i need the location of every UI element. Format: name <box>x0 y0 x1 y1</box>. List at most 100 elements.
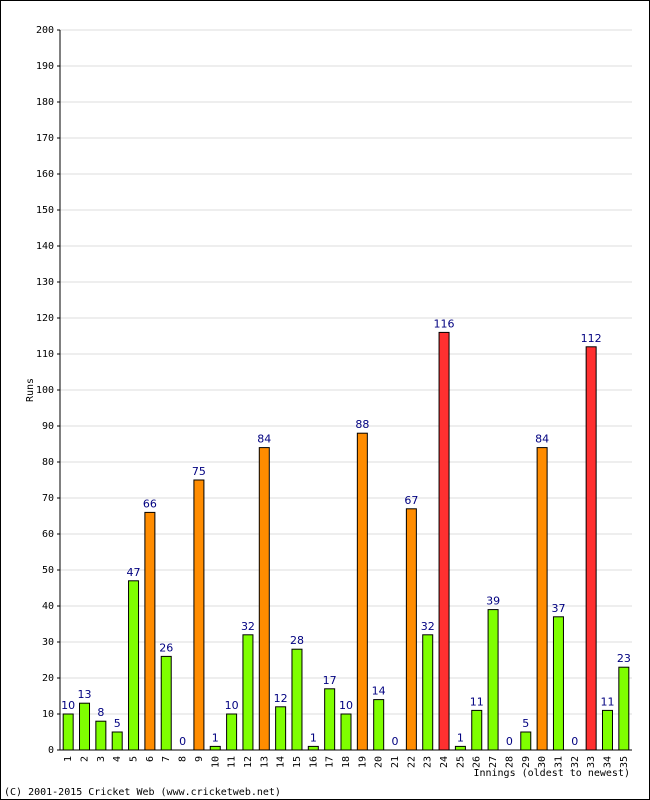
y-tick-label: 120 <box>36 313 54 324</box>
x-tick-label: 6 <box>145 756 156 762</box>
value-label: 37 <box>551 602 565 615</box>
value-label: 1 <box>212 731 219 744</box>
value-label: 0 <box>179 735 186 748</box>
value-label: 47 <box>127 566 141 579</box>
value-label: 8 <box>97 706 104 719</box>
y-tick-label: 70 <box>42 493 54 504</box>
value-label: 10 <box>225 699 239 712</box>
x-tick-label: 11 <box>227 756 238 768</box>
y-tick-label: 150 <box>36 205 54 216</box>
value-label: 84 <box>257 433 271 446</box>
value-label: 39 <box>486 595 500 608</box>
bar <box>62 713 74 751</box>
y-axis-label: Runs <box>25 378 36 402</box>
value-label: 1 <box>310 731 317 744</box>
x-tick-label: 20 <box>374 756 385 768</box>
bar <box>193 479 205 751</box>
bar <box>601 709 613 751</box>
y-tick-label: 50 <box>42 565 54 576</box>
y-tick-label: 200 <box>36 25 54 36</box>
x-tick-label: 29 <box>521 756 532 768</box>
bar <box>487 609 499 751</box>
x-tick-label: 34 <box>602 756 613 768</box>
bar <box>95 720 107 751</box>
y-tick-label: 130 <box>36 277 54 288</box>
y-tick-label: 190 <box>36 61 54 72</box>
bar <box>520 731 532 751</box>
bar <box>536 447 548 751</box>
bar <box>160 655 172 751</box>
bar <box>340 713 352 751</box>
y-tick-label: 40 <box>42 601 54 612</box>
x-tick-label: 3 <box>96 756 107 762</box>
y-tick-label: 90 <box>42 421 54 432</box>
y-tick-label: 60 <box>42 529 54 540</box>
value-label: 75 <box>192 465 206 478</box>
x-tick-label: 15 <box>292 756 303 768</box>
bar <box>111 731 123 751</box>
y-tick-label: 100 <box>36 385 54 396</box>
bar <box>307 745 319 751</box>
value-label: 32 <box>241 620 255 633</box>
x-tick-label: 17 <box>325 756 336 768</box>
value-label: 26 <box>159 641 173 654</box>
value-label: 112 <box>581 332 602 345</box>
x-tick-label: 7 <box>161 756 172 762</box>
bar <box>373 699 385 751</box>
value-label: 13 <box>78 688 92 701</box>
value-label: 17 <box>323 674 337 687</box>
x-tick-label: 30 <box>537 756 548 768</box>
x-tick-label: 25 <box>455 756 466 768</box>
x-tick-label: 27 <box>488 756 499 768</box>
value-label: 66 <box>143 497 157 510</box>
x-tick-label: 28 <box>504 756 515 768</box>
y-tick-label: 140 <box>36 241 54 252</box>
value-label: 116 <box>434 317 455 330</box>
x-tick-label: 12 <box>243 756 254 768</box>
x-tick-label: 9 <box>194 756 205 762</box>
value-label: 12 <box>274 692 288 705</box>
x-tick-label: 24 <box>439 756 450 768</box>
x-tick-label: 16 <box>308 756 319 768</box>
value-label: 0 <box>571 735 578 748</box>
bar <box>79 702 91 751</box>
x-tick-label: 35 <box>619 756 630 768</box>
x-tick-label: 2 <box>80 756 91 762</box>
value-label: 5 <box>114 717 121 730</box>
value-label: 67 <box>404 494 418 507</box>
value-label: 14 <box>372 685 386 698</box>
x-tick-label: 14 <box>276 756 287 768</box>
value-label: 11 <box>600 695 614 708</box>
bar <box>552 616 564 751</box>
x-tick-label: 21 <box>390 756 401 768</box>
value-label: 10 <box>339 699 353 712</box>
bar <box>471 709 483 751</box>
bar <box>324 688 336 751</box>
x-tick-label: 4 <box>112 756 123 762</box>
y-tick-label: 180 <box>36 97 54 108</box>
x-tick-label: 22 <box>406 756 417 768</box>
x-tick-label: 23 <box>423 756 434 768</box>
bar <box>275 706 287 751</box>
value-label: 1 <box>457 731 464 744</box>
bar <box>422 634 434 751</box>
bar <box>438 331 450 751</box>
bar <box>454 745 466 751</box>
x-tick-label: 26 <box>472 756 483 768</box>
x-tick-label: 31 <box>553 756 564 768</box>
value-label: 84 <box>535 433 549 446</box>
y-tick-label: 10 <box>42 709 54 720</box>
x-tick-label: 10 <box>210 756 221 768</box>
bar <box>405 508 417 751</box>
value-label: 0 <box>392 735 399 748</box>
value-label: 10 <box>61 699 75 712</box>
value-label: 23 <box>617 652 631 665</box>
value-label: 28 <box>290 634 304 647</box>
bar <box>585 346 597 751</box>
bar <box>258 447 270 751</box>
y-tick-label: 20 <box>42 673 54 684</box>
bar <box>226 713 238 751</box>
value-label: 11 <box>470 695 484 708</box>
x-tick-label: 8 <box>178 756 189 762</box>
x-tick-label: 19 <box>357 756 368 768</box>
